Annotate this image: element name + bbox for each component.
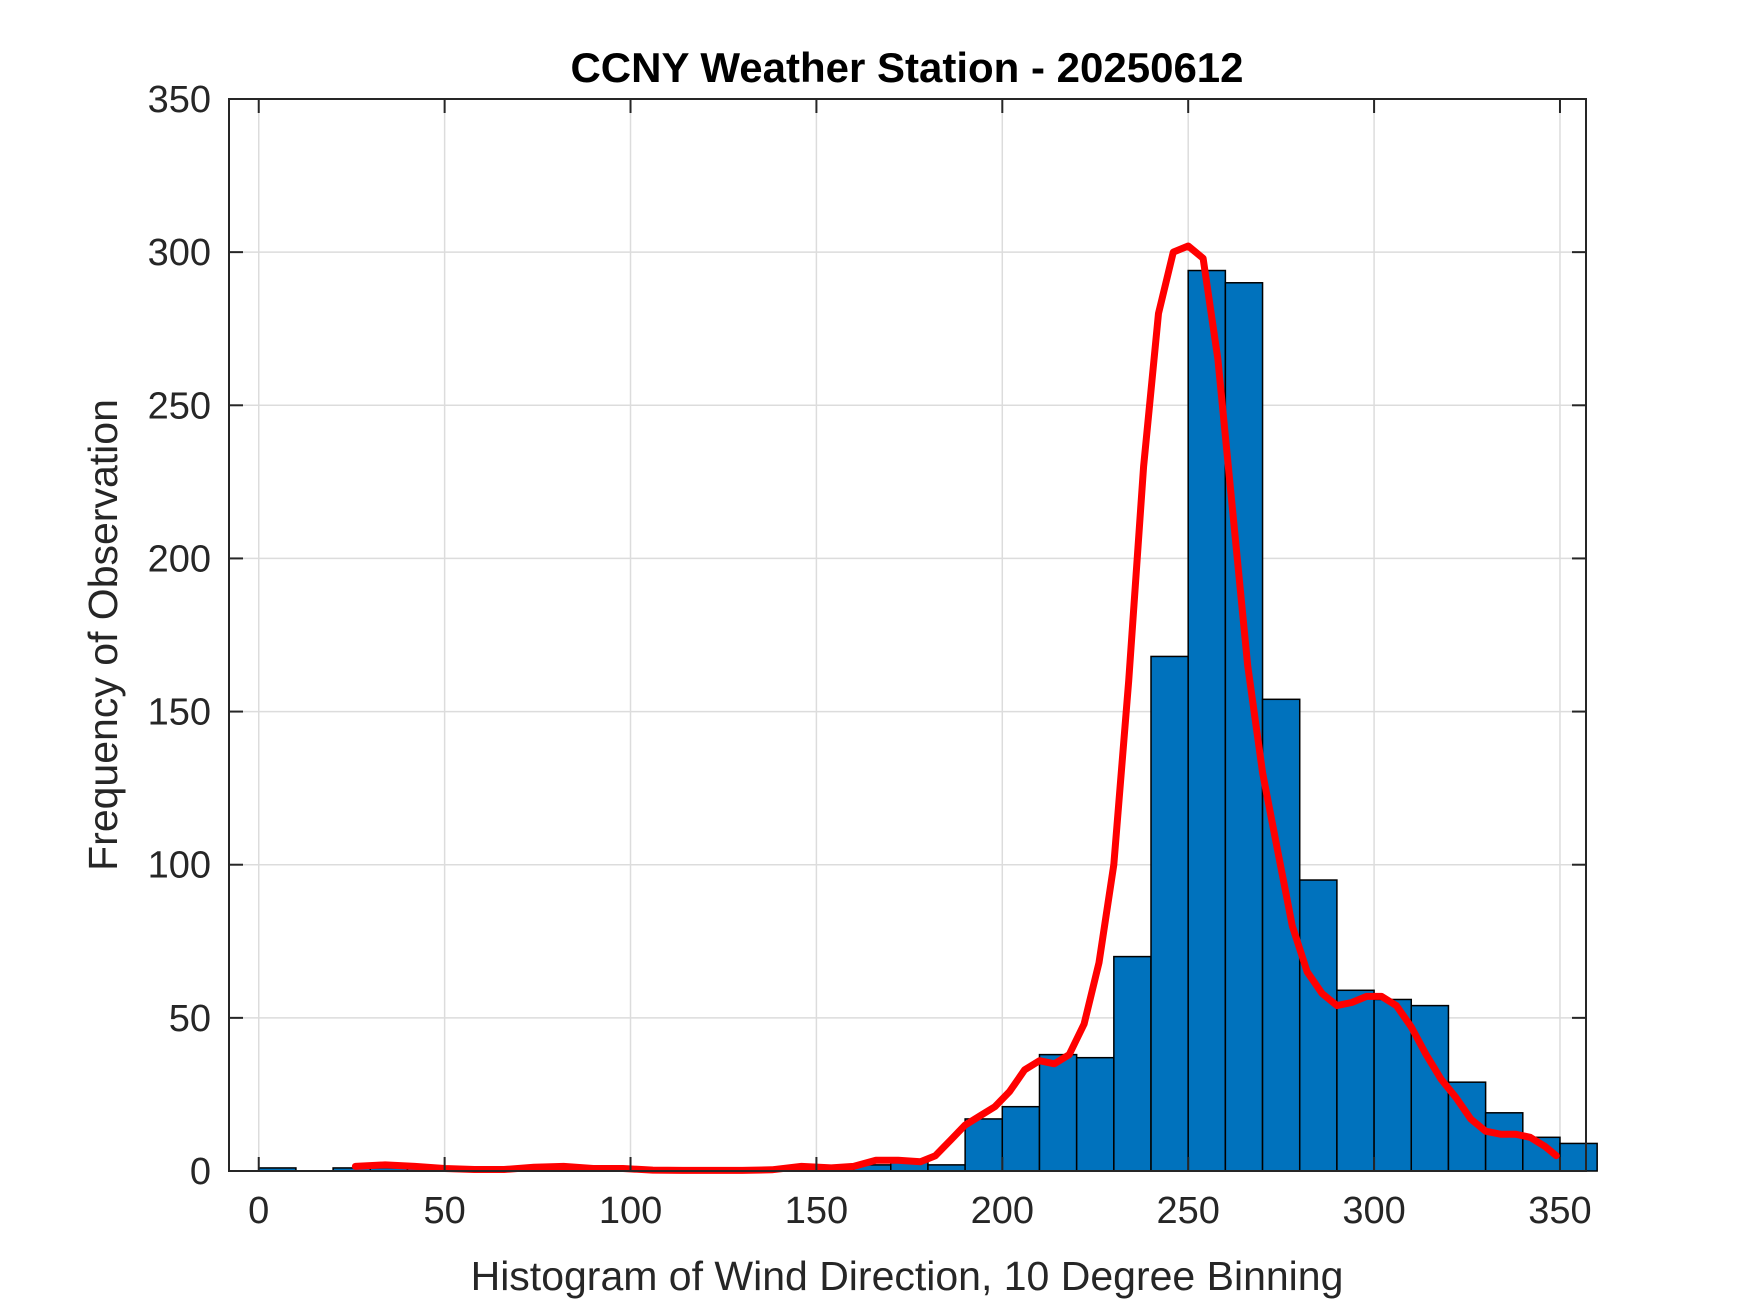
- histogram-bar: [1373, 998, 1413, 1172]
- y-tick-label: 200: [148, 538, 211, 580]
- x-tick-label: 100: [599, 1190, 662, 1232]
- x-tick-label: 300: [1342, 1190, 1405, 1232]
- x-tick-labels: 0 50 100 150 200 250 300 350: [248, 1190, 1592, 1232]
- histogram-bar: [1298, 879, 1338, 1172]
- histogram-bar: [964, 1118, 1004, 1172]
- histogram-bar: [1001, 1105, 1041, 1172]
- x-tick-label: 50: [423, 1190, 465, 1232]
- histogram-bar: [1187, 269, 1227, 1172]
- x-tick-label: 200: [971, 1190, 1034, 1232]
- y-tick-label: 150: [148, 692, 211, 734]
- y-tick-label: 350: [148, 79, 211, 121]
- x-tick-label: 150: [785, 1190, 848, 1232]
- histogram-bar: [1559, 1142, 1598, 1172]
- axes-box: [228, 98, 1587, 1172]
- histogram-bar: [1075, 1056, 1115, 1172]
- y-tick-label: 300: [148, 232, 211, 274]
- y-tick-label: 50: [169, 998, 211, 1040]
- axis-ticks: [229, 98, 1586, 1172]
- y-axis-title: Frequency of Observation: [80, 399, 126, 871]
- chart-title: CCNY Weather Station - 20250612: [570, 44, 1243, 91]
- histogram-bar: [1484, 1112, 1524, 1172]
- x-axis-title: Histogram of Wind Direction, 10 Degree B…: [471, 1253, 1344, 1299]
- histogram-bar: [1150, 655, 1189, 1172]
- y-tick-label: 100: [148, 845, 211, 887]
- y-tick-labels: 0 50 100 150 200 250 300 350: [148, 79, 211, 1193]
- x-tick-label: 350: [1528, 1190, 1591, 1232]
- y-tick-label: 250: [148, 385, 211, 427]
- x-tick-label: 250: [1156, 1190, 1219, 1232]
- histogram-bars: [257, 269, 1598, 1172]
- y-tick-label: 0: [190, 1151, 211, 1193]
- histogram-bar: [1113, 955, 1152, 1172]
- histogram-bar: [1336, 989, 1375, 1172]
- x-tick-label: 0: [248, 1190, 269, 1232]
- histogram-bar: [1038, 1053, 1078, 1172]
